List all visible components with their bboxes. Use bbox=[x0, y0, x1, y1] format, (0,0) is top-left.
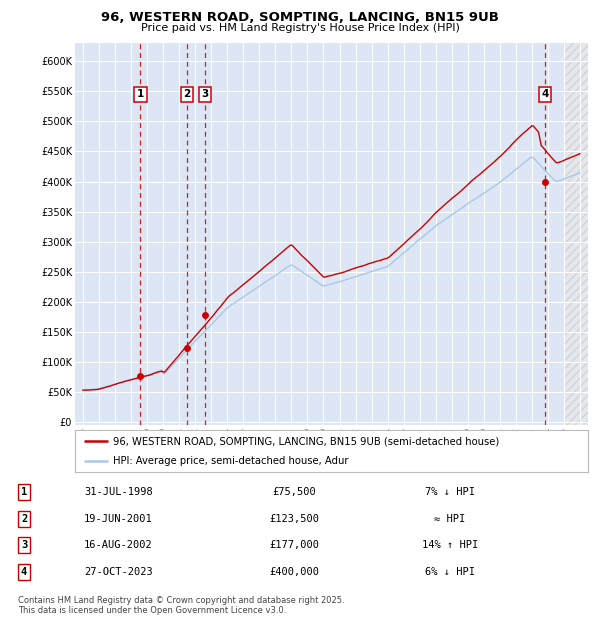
Text: Contains HM Land Registry data © Crown copyright and database right 2025.
This d: Contains HM Land Registry data © Crown c… bbox=[18, 596, 344, 615]
Text: 96, WESTERN ROAD, SOMPTING, LANCING, BN15 9UB: 96, WESTERN ROAD, SOMPTING, LANCING, BN1… bbox=[101, 11, 499, 24]
Text: 3: 3 bbox=[21, 540, 27, 551]
Text: 1: 1 bbox=[21, 487, 27, 497]
Text: 3: 3 bbox=[202, 89, 209, 99]
Text: HPI: Average price, semi-detached house, Adur: HPI: Average price, semi-detached house,… bbox=[113, 456, 349, 466]
Text: 14% ↑ HPI: 14% ↑ HPI bbox=[422, 540, 478, 551]
Text: £400,000: £400,000 bbox=[269, 567, 319, 577]
Text: 16-AUG-2002: 16-AUG-2002 bbox=[84, 540, 153, 551]
Text: ≈ HPI: ≈ HPI bbox=[434, 513, 466, 524]
Text: Price paid vs. HM Land Registry's House Price Index (HPI): Price paid vs. HM Land Registry's House … bbox=[140, 23, 460, 33]
Bar bbox=[564, 43, 590, 425]
Text: 27-OCT-2023: 27-OCT-2023 bbox=[84, 567, 153, 577]
Text: 1: 1 bbox=[137, 89, 144, 99]
Text: £177,000: £177,000 bbox=[269, 540, 319, 551]
Text: 4: 4 bbox=[21, 567, 27, 577]
Text: 2: 2 bbox=[21, 513, 27, 524]
Text: 6% ↓ HPI: 6% ↓ HPI bbox=[425, 567, 475, 577]
Text: 31-JUL-1998: 31-JUL-1998 bbox=[84, 487, 153, 497]
Text: 4: 4 bbox=[541, 89, 549, 99]
Text: £123,500: £123,500 bbox=[269, 513, 319, 524]
Bar bbox=[564, 43, 590, 425]
Text: 19-JUN-2001: 19-JUN-2001 bbox=[84, 513, 153, 524]
Text: 96, WESTERN ROAD, SOMPTING, LANCING, BN15 9UB (semi-detached house): 96, WESTERN ROAD, SOMPTING, LANCING, BN1… bbox=[113, 436, 500, 446]
Text: £75,500: £75,500 bbox=[272, 487, 316, 497]
Text: 2: 2 bbox=[183, 89, 190, 99]
Text: 7% ↓ HPI: 7% ↓ HPI bbox=[425, 487, 475, 497]
